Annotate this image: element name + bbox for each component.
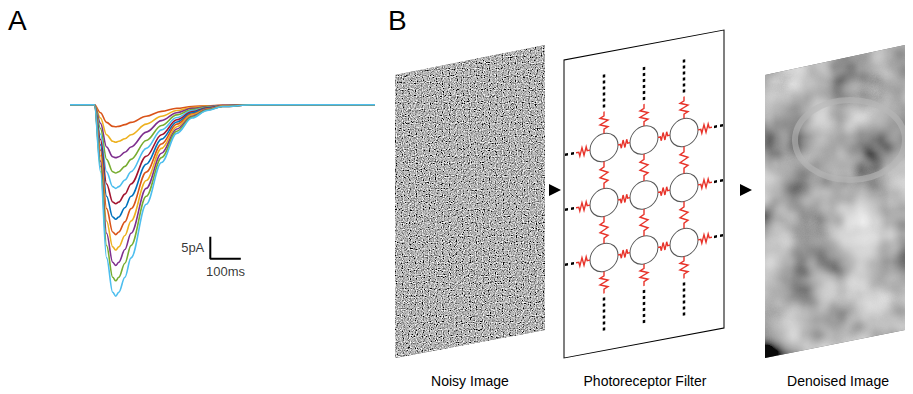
svg-text:Noisy Image: Noisy Image (431, 373, 509, 389)
svg-text:100ms: 100ms (206, 264, 246, 279)
svg-text:B: B (388, 5, 407, 36)
svg-text:Photoreceptor Filter: Photoreceptor Filter (584, 373, 707, 389)
svg-text:A: A (8, 5, 27, 36)
svg-text:Denoised Image: Denoised Image (787, 373, 889, 389)
svg-text:5pA: 5pA (181, 240, 204, 255)
